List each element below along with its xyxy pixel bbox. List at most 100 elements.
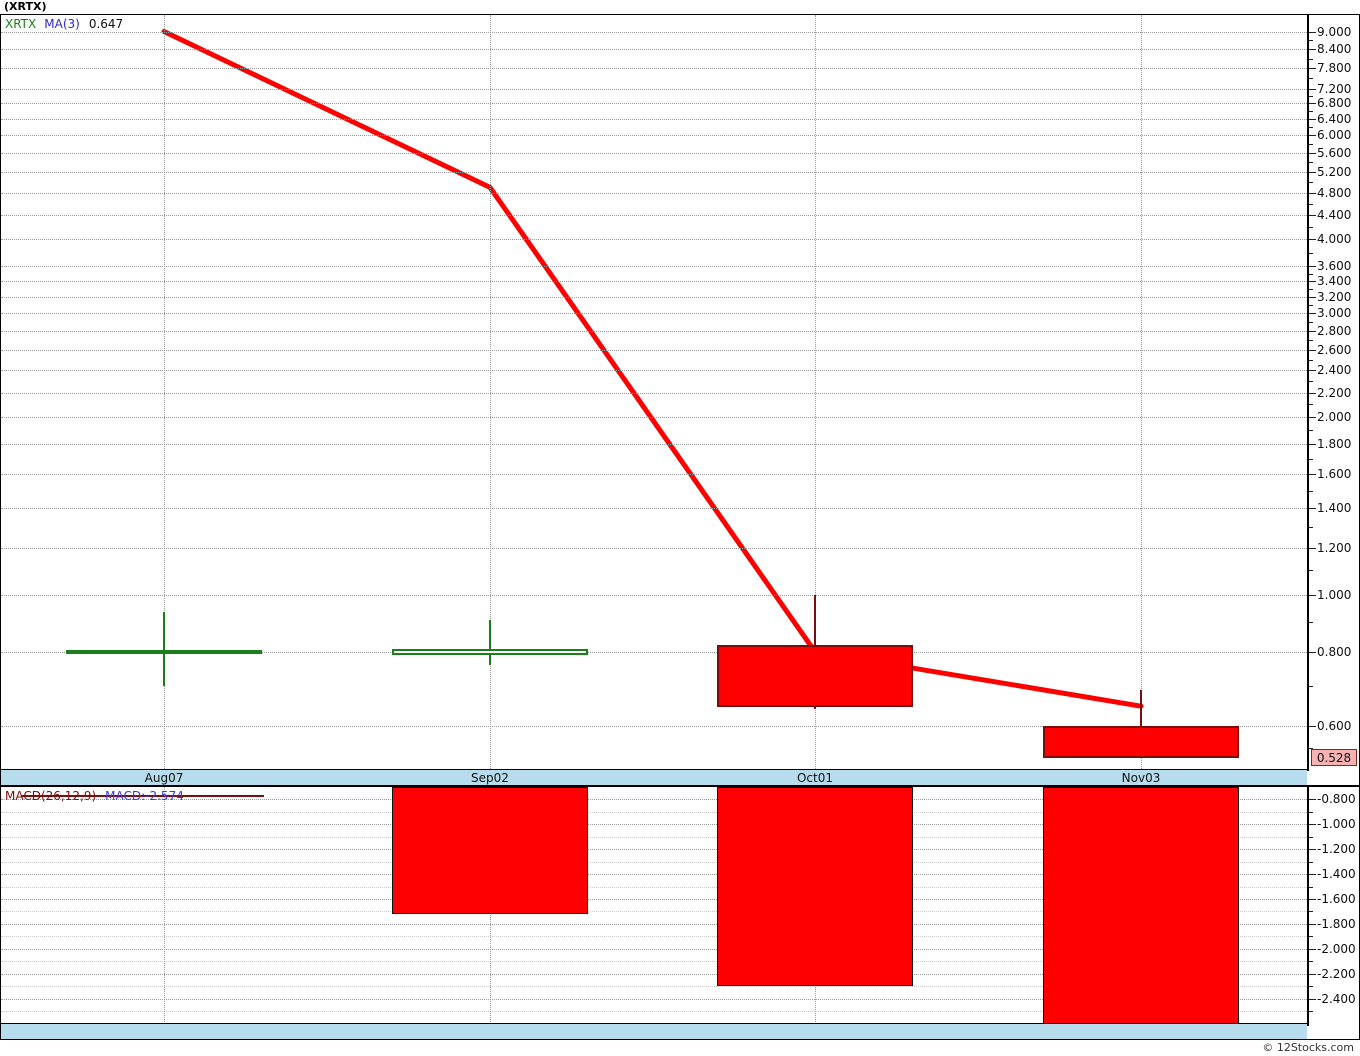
price-gridline — [1, 153, 1307, 155]
price-gridline — [1, 594, 1307, 596]
footer: © 12Stocks.com — [0, 1040, 1360, 1056]
price-gridline — [1, 370, 1307, 372]
price-tick-mark — [1309, 68, 1316, 70]
macd-histogram-bar[interactable] — [717, 787, 913, 987]
macd-minor-gridline — [1, 961, 1307, 963]
macd-minor-gridline — [1, 936, 1307, 938]
macd-minor-tick — [1309, 961, 1313, 963]
price-tick-label: 2.600 — [1317, 342, 1352, 357]
price-tick-label: 0.800 — [1317, 644, 1352, 659]
price-minor-tick — [1309, 203, 1313, 205]
price-gridline — [1, 349, 1307, 351]
price-gridline — [1, 444, 1307, 445]
price-minor-tick — [1309, 430, 1313, 432]
price-tick-mark — [1309, 651, 1316, 653]
price-minor-tick — [1309, 111, 1313, 113]
price-tick-mark — [1309, 266, 1316, 268]
price-tick-mark — [1309, 330, 1316, 332]
candle-body[interactable] — [392, 648, 588, 656]
price-tick-mark — [1309, 417, 1316, 418]
price-gridline — [1, 118, 1307, 120]
macd-tick-mark — [1309, 874, 1316, 876]
price-minor-tick — [1309, 252, 1313, 254]
price-legend-symbol: XRTX — [5, 17, 37, 31]
price-tick-mark — [1309, 392, 1316, 394]
price-minor-tick — [1309, 40, 1313, 42]
price-tick-label: 1.200 — [1317, 540, 1352, 555]
macd-tick-mark — [1309, 948, 1316, 950]
macd-tick-label: -1.800 — [1317, 916, 1356, 931]
price-gridline — [1, 474, 1307, 476]
price-gridline — [1, 214, 1307, 216]
macd-tick-label: -1.200 — [1317, 842, 1356, 857]
price-tick-label: 6.400 — [1317, 111, 1352, 126]
price-tick-label: 7.800 — [1317, 61, 1352, 76]
macd-minor-tick — [1309, 811, 1313, 813]
price-tick-mark — [1309, 444, 1316, 445]
price-minor-tick — [1309, 58, 1313, 60]
price-minor-tick — [1309, 527, 1313, 529]
price-gridline — [1, 651, 1307, 653]
price-tick-mark — [1309, 296, 1316, 298]
macd-histogram-bar[interactable] — [392, 787, 588, 914]
candle-body[interactable] — [1043, 725, 1239, 759]
price-y-axis: 9.000 8.400 7.800 7.200 6.800 6.400 6.000 5.600… — [1307, 15, 1359, 771]
price-tick-mark — [1309, 474, 1316, 476]
macd-minor-tick — [1309, 836, 1313, 838]
macd-minor-gridline — [1, 836, 1307, 838]
price-tick-label: 7.200 — [1317, 81, 1352, 96]
price-vgridline-aug07 — [164, 15, 165, 771]
price-tick-mark — [1309, 103, 1316, 105]
macd-signal-line — [21, 795, 264, 797]
price-tick-mark — [1309, 239, 1316, 241]
price-minor-tick — [1309, 144, 1313, 146]
price-tick-mark — [1309, 281, 1316, 282]
price-tick-label: 2.400 — [1317, 363, 1352, 378]
price-plot-area[interactable] — [1, 15, 1307, 771]
macd-tick-mark — [1309, 998, 1316, 1000]
macd-minor-gridline — [1, 911, 1307, 913]
price-legend-indicator: MA(3) — [44, 17, 80, 31]
price-minor-tick — [1309, 747, 1313, 749]
price-tick-mark — [1309, 192, 1316, 194]
candle-wick — [163, 611, 165, 687]
macd-tick-mark — [1309, 973, 1316, 975]
price-gridline — [1, 88, 1307, 90]
macd-tick-mark — [1309, 849, 1316, 851]
price-gridline — [1, 31, 1307, 33]
macd-minor-tick — [1309, 911, 1313, 913]
price-panel — [0, 14, 1360, 786]
price-minor-tick — [1309, 182, 1313, 184]
price-tick-mark — [1309, 88, 1316, 90]
price-tick-label: 1.400 — [1317, 501, 1352, 516]
last-price-tag: 0.528 — [1311, 749, 1357, 767]
macd-legend: MACD(26,12,9) MACD:-2.574 — [5, 789, 184, 803]
price-gridline — [1, 725, 1307, 727]
price-tick-mark — [1309, 49, 1316, 51]
date-axis-bottom — [1, 1023, 1307, 1040]
candle-body[interactable] — [717, 645, 913, 707]
price-minor-tick — [1309, 162, 1313, 164]
macd-minor-gridline — [1, 886, 1307, 888]
price-gridline — [1, 103, 1307, 105]
price-vgridline-nov03 — [1141, 15, 1142, 771]
price-minor-tick — [1309, 381, 1313, 383]
copyright-label: © 12Stocks.com — [1262, 1041, 1354, 1054]
price-minor-tick — [1309, 273, 1313, 275]
macd-plot-area[interactable] — [1, 787, 1307, 1026]
price-gridline — [1, 192, 1307, 194]
macd-minor-tick — [1309, 886, 1313, 888]
candle-wick — [1140, 689, 1142, 759]
price-tick-label: 1.800 — [1317, 437, 1352, 451]
price-tick-mark — [1309, 135, 1316, 137]
price-gridline — [1, 281, 1307, 282]
price-tick-label: 2.000 — [1317, 410, 1352, 424]
candle-body[interactable] — [66, 650, 262, 655]
macd-histogram-bar[interactable] — [1043, 787, 1239, 1024]
price-tick-label: 8.400 — [1317, 42, 1352, 57]
price-tick-mark — [1309, 313, 1316, 315]
price-minor-tick — [1309, 78, 1313, 80]
price-gridline — [1, 135, 1307, 137]
price-gridline — [1, 313, 1307, 315]
price-minor-tick — [1309, 127, 1313, 129]
